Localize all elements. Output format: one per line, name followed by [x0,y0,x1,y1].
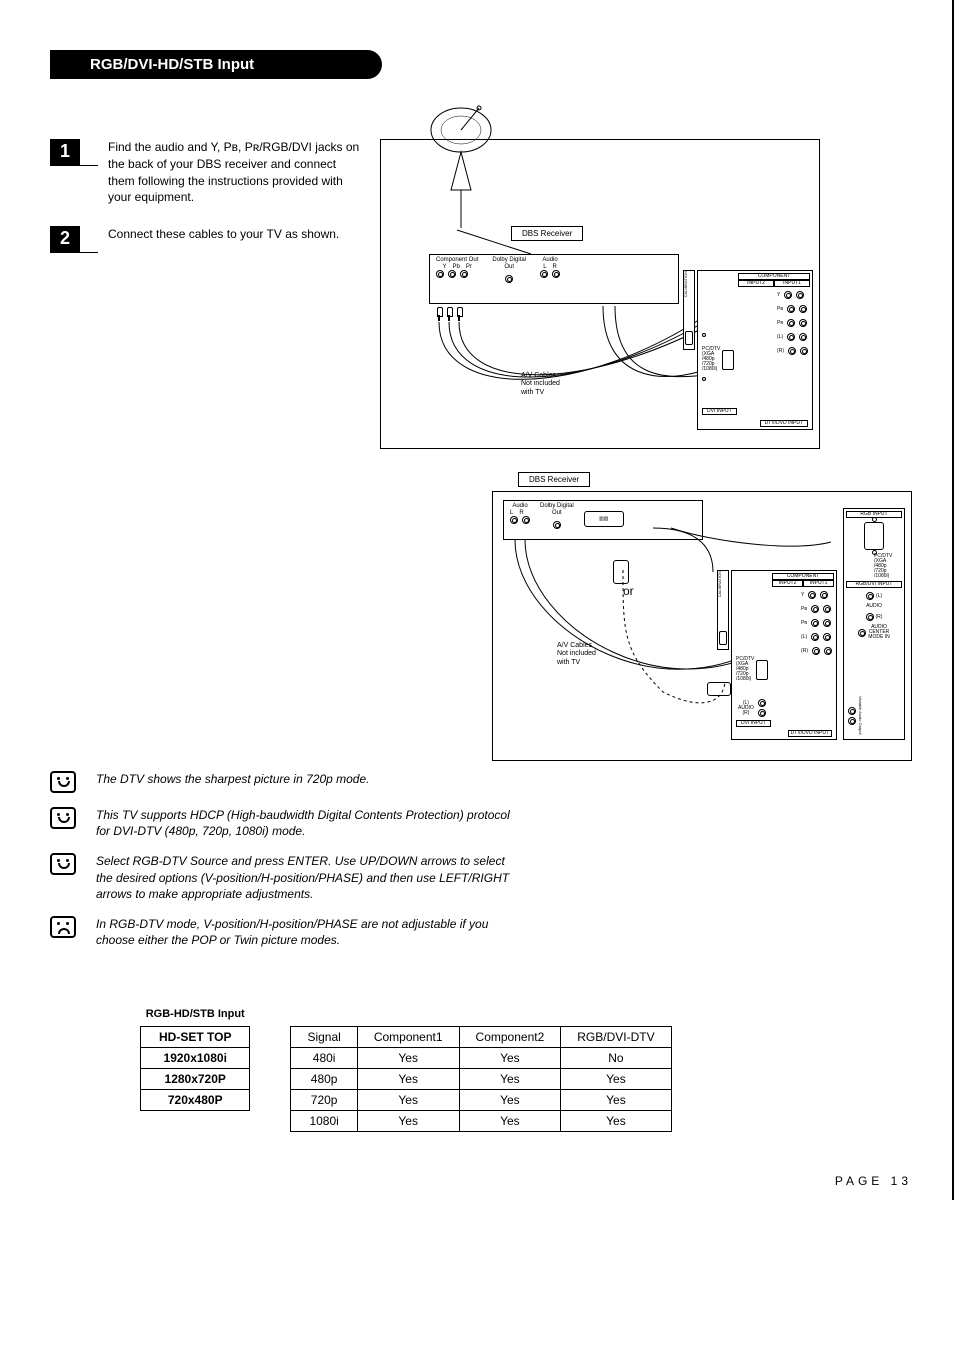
connection-diagram-2: Audio L R Dolby Digital Out [492,491,912,761]
note-text: In RGB-DTV mode, V-position/H-position/P… [96,916,516,948]
section-title: RGB/DVI-HD/STB Input [72,50,382,79]
jack-icon [800,347,808,355]
jack-icon [799,319,807,327]
jack-icon [787,333,795,341]
hd-table-caption: RGB-HD/STB Input [140,1008,250,1020]
jack-icon [787,305,795,313]
jack-icon [823,619,831,627]
jack-icon [808,591,816,599]
jack-icon [811,605,819,613]
tv-input-panel: COMPONENT INPUT2 INPUT1 Y Pʙ Pʀ (L) (R) … [731,570,837,740]
signal-compatibility-table: Signal Component1 Component2 RGB/DVI-DTV… [290,1026,671,1132]
jack-icon [787,319,795,327]
note-item: Select RGB-DTV Source and press ENTER. U… [50,853,912,902]
note-item: This TV supports HDCP (High-baudwidth Di… [50,807,912,839]
note-item: The DTV shows the sharpest picture in 72… [50,771,912,793]
notes-section: The DTV shows the sharpest picture in 72… [50,771,912,948]
jack-icon [848,707,856,715]
step-number: 2 [50,226,80,252]
jack-icon [784,291,792,299]
table-header: RGB/DVI-DTV [561,1027,671,1048]
tv-input-panel: COMPONENT INPUT2 INPUT1 Y Pʙ Pʀ (L) (R) … [697,270,813,430]
jack-icon [866,592,874,600]
note-text: Select RGB-DTV Source and press ENTER. U… [96,853,516,902]
note-item: In RGB-DTV mode, V-position/H-position/P… [50,916,912,948]
step-text: Connect these cables to your TV as shown… [98,226,360,243]
table-cell: 720x480P [141,1090,250,1111]
jack-icon [799,333,807,341]
happy-face-icon [50,807,76,829]
jack-icon [812,647,820,655]
hd-resolution-table: HD-SET TOP 1920x1080i 1280x720P 720x480P [140,1026,250,1111]
connection-diagram-1: DBS Receiver Component Out Y Pb Pr Dol [380,139,820,449]
table-row: 720p Yes Yes Yes [291,1090,671,1111]
calibration-panel: CALIBRATION [717,570,729,650]
jack-icon [858,629,866,637]
jack-icon [848,717,856,725]
step-1: 1 Find the audio and Y, Pʙ, Pʀ/RGB/DVI j… [50,139,360,206]
jack-icon [796,291,804,299]
sad-face-icon [50,916,76,938]
table-cell: HD-SET TOP [141,1027,250,1048]
table-row: 480i Yes Yes No [291,1048,671,1069]
dvi-plug-icon [707,682,731,696]
table-header: Component1 [357,1027,459,1048]
section-header: RGB/DVI-HD/STB Input [50,50,912,79]
jack-icon [866,613,874,621]
table-row: 1080i Yes Yes Yes [291,1111,671,1132]
table-cell: 1280x720P [141,1069,250,1090]
table-header: Component2 [459,1027,561,1048]
table-cell: 1920x1080i [141,1048,250,1069]
calibration-panel: CALIBRATION [683,270,695,350]
hd-table-block: RGB-HD/STB Input HD-SET TOP 1920x1080i 1… [140,1008,250,1111]
note-text: The DTV shows the sharpest picture in 72… [96,771,369,787]
jack-icon [824,647,832,655]
step-text: Find the audio and Y, Pʙ, Pʀ/RGB/DVI jac… [98,139,360,206]
jack-icon [758,709,766,717]
jack-icon [820,591,828,599]
signal-table-block: Signal Component1 Component2 RGB/DVI-DTV… [290,1008,671,1132]
note-text: This TV supports HDCP (High-baudwidth Di… [96,807,516,839]
rgb-plug-icon [613,560,629,584]
happy-face-icon [50,771,76,793]
table-row: 480p Yes Yes Yes [291,1069,671,1090]
table-header: Signal [291,1027,357,1048]
vga-port-icon [864,522,884,550]
jack-icon [823,605,831,613]
dvi-port-icon [722,350,734,370]
jack-icon [788,347,796,355]
jack-icon [799,305,807,313]
step-number: 1 [50,139,80,165]
jack-icon [823,633,831,641]
happy-face-icon [50,853,76,875]
jack-icon [811,619,819,627]
jack-icon [758,699,766,707]
dbs-receiver-label: DBS Receiver [518,472,590,487]
jack-icon [811,633,819,641]
step-2: 2 Connect these cables to your TV as sho… [50,226,360,253]
dvi-port-icon [756,660,768,680]
tv-rgb-panel: RGB INPUT PC/DTV (XGA /480p /720p /1080i… [843,508,905,740]
page-number: PAGE 13 [835,1174,912,1188]
